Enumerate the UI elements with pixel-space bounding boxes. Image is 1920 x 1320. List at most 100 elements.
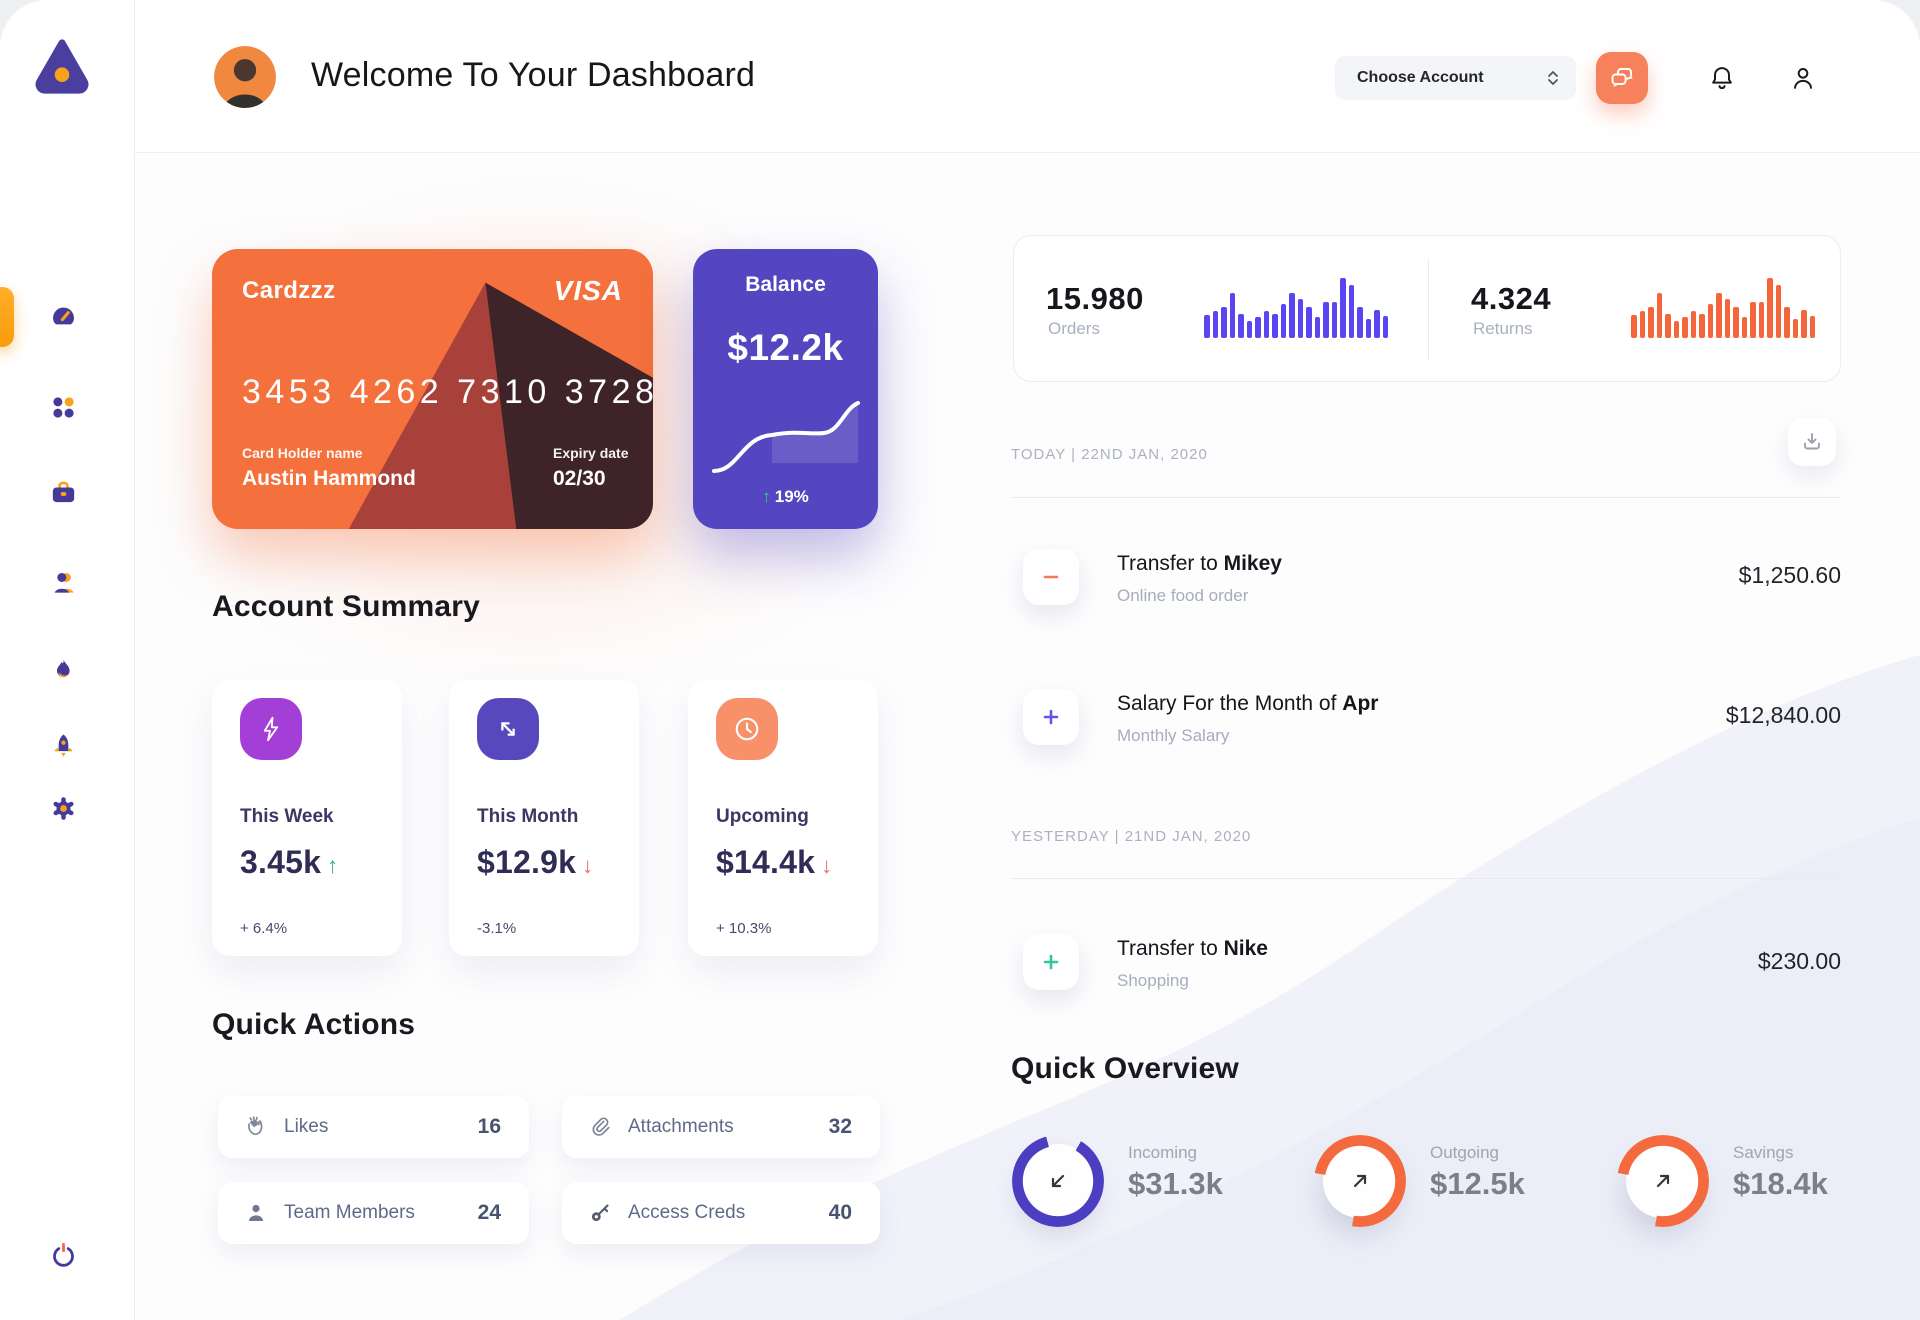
- clap-icon: [248, 1116, 263, 1135]
- quick-actions-title: Quick Actions: [212, 1008, 416, 1041]
- quick-action-likes[interactable]: Likes 16: [218, 1096, 529, 1158]
- rocket-icon: [54, 733, 72, 757]
- orders-bar-chart: [1204, 278, 1388, 338]
- user-avatar[interactable]: [214, 46, 276, 108]
- plus-icon: [1043, 709, 1059, 725]
- savings-label: Savings: [1733, 1143, 1794, 1162]
- sidebar: [0, 0, 135, 1320]
- summary-value: $12.9k ↓: [477, 844, 594, 880]
- paperclip-icon: [592, 1117, 610, 1136]
- quick-action-team-members[interactable]: Team Members 24: [218, 1182, 529, 1244]
- user-icon: [1794, 68, 1812, 89]
- balance-trend: ↑ 19%: [693, 487, 878, 507]
- orders-returns-stats: 15.980 Orders 4.324 Returns: [1013, 235, 1841, 382]
- quick-action-access-creds[interactable]: Access Creds 40: [562, 1182, 880, 1244]
- summary-label: This Month: [477, 806, 579, 827]
- quick-action-label: Likes: [284, 1116, 329, 1137]
- sidebar-item-portfolio[interactable]: [41, 470, 85, 514]
- quick-action-count: 40: [828, 1201, 852, 1224]
- summary-change: + 10.3%: [716, 920, 772, 937]
- quick-action-attachments[interactable]: Attachments 32: [562, 1096, 880, 1158]
- transaction-type-credit: [1023, 934, 1079, 990]
- transaction-title[interactable]: Transfer to Mikey: [1117, 552, 1282, 575]
- active-nav-indicator: [0, 287, 14, 347]
- page-title: Welcome To Your Dashboard: [311, 56, 756, 94]
- speedometer-icon: [52, 307, 74, 324]
- divider: [1011, 497, 1841, 498]
- outgoing-label: Outgoing: [1430, 1143, 1499, 1162]
- minus-icon: [1043, 575, 1059, 579]
- summary-card-upcoming: Upcoming $14.4k ↓ + 10.3%: [688, 680, 878, 956]
- savings-value: $18.4k: [1733, 1166, 1828, 1201]
- sidebar-item-boost[interactable]: [41, 723, 85, 767]
- up-right-arrow-icon: [1353, 1174, 1367, 1188]
- flame-icon: [56, 659, 70, 677]
- sidebar-item-settings[interactable]: [41, 786, 85, 830]
- incoming-label: Incoming: [1128, 1143, 1197, 1162]
- app-logo-icon[interactable]: [31, 34, 93, 96]
- avatar-image: [214, 46, 276, 108]
- balance-value: $12.2k: [727, 327, 844, 368]
- clock-icon: [716, 698, 778, 760]
- user-duotone-icon: [54, 572, 74, 593]
- down-left-arrow-icon: [1051, 1174, 1065, 1188]
- chevron-up-down-icon: [1548, 71, 1558, 85]
- date-header-today: TODAY | 22ND JAN, 2020: [1011, 446, 1208, 463]
- transaction-amount: $1,250.60: [1738, 562, 1841, 588]
- returns-label: Returns: [1473, 319, 1533, 338]
- savings-ring: [1617, 1135, 1709, 1227]
- returns-value: 4.324: [1471, 281, 1552, 316]
- card-holder-label: Card Holder name: [242, 445, 363, 461]
- date-header-yesterday: YESTERDAY | 21ND JAN, 2020: [1011, 828, 1252, 845]
- download-button[interactable]: [1788, 418, 1836, 466]
- transaction-subtitle: Monthly Salary: [1117, 726, 1230, 745]
- sidebar-item-dashboard[interactable]: [41, 294, 85, 338]
- card-number: 3453 4262 7310 3728: [242, 373, 653, 411]
- transfer-arrows-icon: [477, 698, 539, 760]
- chat-bubbles-icon: [1611, 68, 1633, 87]
- transaction-title[interactable]: Salary For the Month of Apr: [1117, 692, 1379, 715]
- summary-label: This Week: [240, 806, 334, 827]
- up-right-arrow-icon: [1656, 1174, 1670, 1188]
- key-icon: [591, 1204, 609, 1222]
- incoming-ring: [1012, 1135, 1104, 1227]
- transaction-subtitle: Online food order: [1117, 586, 1249, 605]
- quick-action-count: 24: [477, 1201, 501, 1224]
- balance-change: 19%: [774, 487, 809, 506]
- transaction-title[interactable]: Transfer to Nike: [1117, 937, 1268, 960]
- down-arrow-icon: ↓: [582, 853, 594, 878]
- account-selector-label: Choose Account: [1357, 69, 1484, 86]
- credit-card: Cardzzz VISA 3453 4262 7310 3728 Card Ho…: [212, 249, 653, 529]
- quick-action-label: Team Members: [284, 1202, 415, 1223]
- account-summary-title: Account Summary: [212, 590, 481, 623]
- summary-card-week: This Week 3.45k ↑ + 6.4%: [212, 680, 402, 956]
- sidebar-item-trending[interactable]: [41, 648, 85, 692]
- outgoing-value: $12.5k: [1430, 1166, 1525, 1201]
- summary-value: $14.4k ↓: [716, 844, 833, 880]
- card-name: Cardzzz: [242, 277, 336, 304]
- download-icon: [1804, 433, 1820, 450]
- balance-label: Balance: [745, 273, 826, 296]
- messages-button[interactable]: [1596, 52, 1648, 104]
- quick-action-count: 16: [477, 1115, 501, 1138]
- briefcase-icon: [52, 481, 74, 502]
- logout-button[interactable]: [41, 1232, 85, 1276]
- sidebar-item-contacts[interactable]: [41, 560, 85, 604]
- summary-value: 3.45k ↑: [240, 844, 339, 880]
- quick-action-label: Access Creds: [628, 1202, 746, 1223]
- divider: [1011, 878, 1841, 879]
- orders-value: 15.980: [1046, 281, 1144, 316]
- quick-action-label: Attachments: [628, 1116, 734, 1137]
- card-expiry-label: Expiry date: [553, 445, 629, 461]
- down-arrow-icon: ↓: [821, 853, 833, 878]
- quick-action-count: 32: [828, 1115, 852, 1138]
- notifications-button[interactable]: [1702, 58, 1742, 98]
- card-expiry-value: 02/30: [553, 467, 606, 490]
- transaction-type-credit: [1023, 689, 1079, 745]
- account-selector[interactable]: Choose Account: [1335, 56, 1576, 100]
- up-arrow-icon: ↑: [327, 853, 339, 878]
- profile-button[interactable]: [1783, 58, 1823, 98]
- sidebar-item-apps[interactable]: [41, 385, 85, 429]
- header: Welcome To Your Dashboard Choose Account: [135, 0, 1920, 153]
- summary-change: -3.1%: [477, 920, 517, 937]
